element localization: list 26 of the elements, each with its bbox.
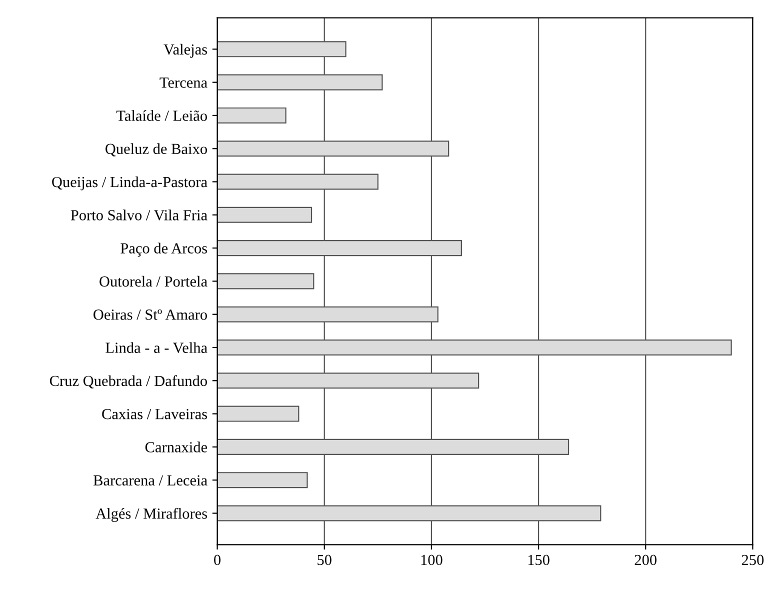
bar — [217, 472, 308, 488]
y-tick-label: Paço de Arcos — [120, 242, 207, 257]
y-tick-label: Outorela / Portela — [100, 276, 208, 287]
x-tick-label: 200 — [634, 554, 657, 566]
y-tick-label: Carnaxide — [145, 442, 208, 452]
y-tick-label: Tercena — [160, 78, 208, 88]
x-tick-label: 100 — [421, 554, 442, 566]
bar — [217, 273, 314, 290]
x-tick-label: 150 — [528, 554, 550, 566]
y-tick-label: Linda - a - Velha — [106, 342, 208, 354]
y-tick-label: Queijas / Linda-a-Pastora — [52, 176, 208, 190]
bar — [217, 406, 300, 422]
y-tick-label: Barcarena / Leceia — [93, 475, 208, 486]
bar — [217, 206, 312, 223]
x-tick-label: 0 — [214, 554, 221, 566]
x-tick-label: 50 — [318, 554, 332, 566]
y-tick-label: Cruz Quebrada / Dafundo — [50, 375, 207, 388]
bar — [217, 107, 286, 124]
y-tick-label: Queluz de Baixo — [106, 143, 207, 156]
x-tick-label: 250 — [742, 554, 764, 566]
y-tick-label: Valejas — [164, 44, 207, 58]
y-tick-label: Talaíde / Leião — [116, 110, 207, 121]
y-tick-label: Oeiras / Stº Amaro — [94, 309, 207, 320]
y-tick-label: Porto Salvo / Vila Fria — [70, 210, 208, 220]
y-tick-label: Algés / Miraflores — [96, 508, 207, 522]
y-tick-label: Caxias / Laveiras — [102, 408, 207, 420]
